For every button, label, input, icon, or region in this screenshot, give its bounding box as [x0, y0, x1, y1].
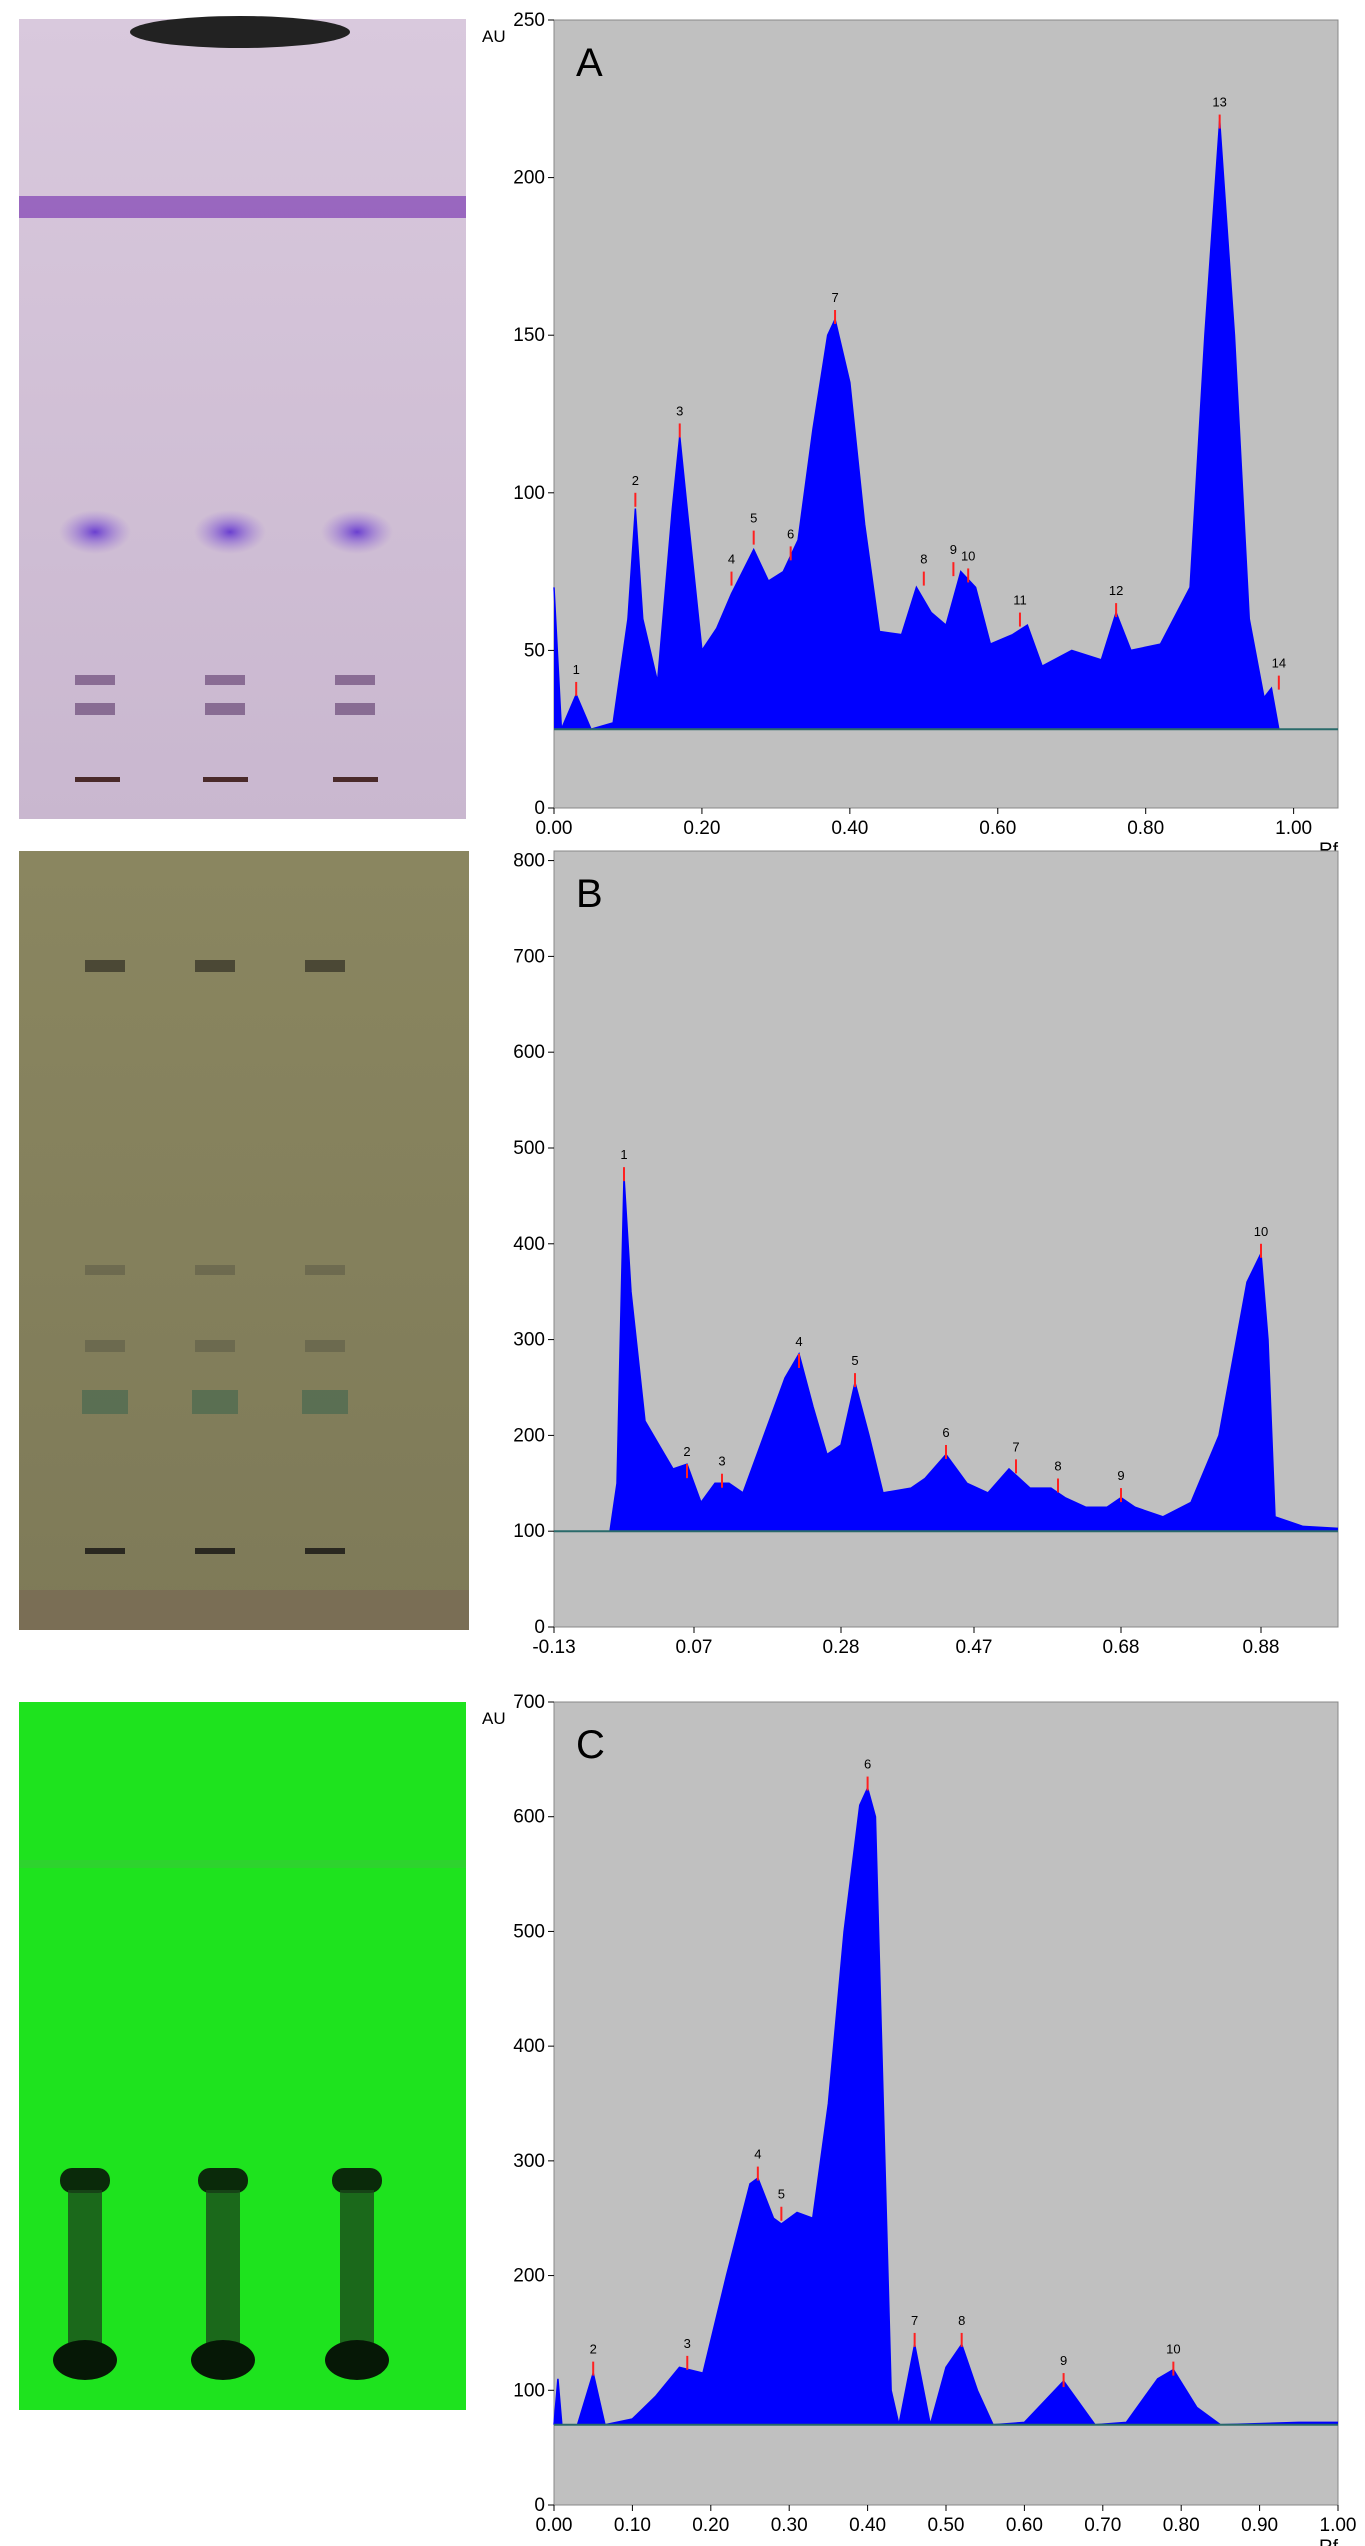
y-axis-label: AU	[482, 27, 506, 46]
panel-title: C	[576, 1723, 605, 1767]
y-tick-label: 100	[513, 483, 545, 504]
plate-c	[19, 1702, 466, 2410]
peak-label: 5	[778, 2187, 785, 2202]
x-tick-label: 0.40	[849, 2515, 886, 2536]
peak-label: 6	[942, 1425, 949, 1440]
x-tick-label: 1.00	[1275, 818, 1312, 839]
peak-label: 8	[920, 552, 927, 567]
peak-label: 3	[684, 2336, 691, 2351]
x-tick-label: 0.70	[1084, 2515, 1121, 2536]
y-tick-label: 800	[513, 851, 545, 872]
y-tick-label: 200	[513, 2266, 545, 2287]
peak-label: 4	[728, 552, 735, 567]
y-tick-label: 500	[513, 1138, 545, 1159]
peak-label: 8	[958, 2313, 965, 2328]
x-tick-label: 1.00	[1320, 2515, 1357, 2536]
peak-label: 10	[961, 548, 975, 563]
peak-label: 4	[754, 2147, 761, 2162]
panel-title: B	[576, 872, 603, 916]
plate-a	[19, 16, 466, 819]
scan-curve	[553, 120, 1338, 731]
y-tick-label: 200	[513, 168, 545, 189]
y-tick-label: 100	[513, 2380, 545, 2401]
peak-label: 13	[1212, 95, 1226, 110]
y-tick-label: 50	[524, 640, 545, 661]
peak-label: 2	[590, 2342, 597, 2357]
peak-label: 7	[1012, 1439, 1019, 1454]
peak-label: 6	[864, 1757, 871, 1772]
x-tick-label: 0.50	[928, 2515, 965, 2536]
y-tick-label: 400	[513, 2036, 545, 2057]
x-tick-label: 0.60	[979, 818, 1016, 839]
peak-label: 14	[1272, 656, 1286, 671]
x-tick-label: 0.40	[831, 818, 868, 839]
x-tick-label: 0.30	[771, 2515, 808, 2536]
peak-label: 5	[851, 1353, 858, 1368]
x-tick-label: 0.60	[1006, 2515, 1043, 2536]
peak-label: 9	[1117, 1468, 1124, 1483]
x-tick-label: -0.13	[532, 1637, 575, 1658]
peak-label: 6	[787, 526, 794, 541]
peak-label: 1	[573, 662, 580, 677]
scan-curve	[554, 1176, 1339, 1532]
y-tick-label: 500	[513, 1921, 545, 1942]
x-tick-label: 0.90	[1241, 2515, 1278, 2536]
peak-label: 10	[1166, 2342, 1180, 2357]
x-tick-label: 0.28	[823, 1637, 860, 1658]
peak-label: 5	[750, 511, 757, 526]
x-tick-label: 0.10	[614, 2515, 651, 2536]
peak-label: 10	[1254, 1224, 1268, 1239]
y-tick-label: 700	[513, 946, 545, 967]
y-tick-label: 250	[513, 10, 545, 31]
panel-title: A	[576, 41, 603, 85]
peak-area	[554, 120, 1338, 730]
x-tick-label: 0.00	[536, 2515, 573, 2536]
y-tick-label: 150	[513, 325, 545, 346]
peak-label: 9	[950, 542, 957, 557]
y-tick-label: 600	[513, 1807, 545, 1828]
peak-label: 2	[683, 1444, 690, 1459]
y-tick-label: 100	[513, 1521, 545, 1542]
peak-area	[554, 1176, 1338, 1532]
y-axis-label: AU	[482, 1709, 506, 1728]
y-tick-label: 300	[513, 2151, 545, 2172]
x-tick-label: 0.00	[536, 818, 573, 839]
x-tick-label: 0.20	[692, 2515, 729, 2536]
y-tick-label: 700	[513, 1692, 545, 1713]
peak-label: 3	[676, 403, 683, 418]
peak-label: 3	[718, 1454, 725, 1469]
peak-label: 4	[795, 1334, 802, 1349]
y-tick-label: 0	[534, 798, 545, 819]
peak-label: 11	[1013, 593, 1027, 608]
x-tick-label: 0.20	[683, 818, 720, 839]
peak-area	[554, 1788, 1338, 2425]
x-tick-label: 0.80	[1163, 2515, 1200, 2536]
x-tick-label: 0.80	[1127, 818, 1164, 839]
y-tick-label: 0	[534, 2495, 545, 2516]
x-tick-label: 0.07	[676, 1637, 713, 1658]
y-tick-label: 400	[513, 1234, 545, 1255]
peak-label: 8	[1054, 1459, 1061, 1474]
plate-b	[19, 851, 469, 1630]
peak-label: 1	[620, 1147, 627, 1162]
peak-label: 2	[632, 473, 639, 488]
y-tick-label: 600	[513, 1042, 545, 1063]
y-tick-label: 0	[534, 1617, 545, 1638]
peak-label: 9	[1060, 2353, 1067, 2368]
y-tick-label: 300	[513, 1330, 545, 1351]
x-axis-label: Rf	[1319, 2537, 1339, 2546]
peak-label: 12	[1109, 583, 1123, 598]
x-tick-label: 0.47	[956, 1637, 993, 1658]
y-tick-label: 200	[513, 1425, 545, 1446]
peak-label: 7	[831, 290, 838, 305]
peak-label: 7	[911, 2313, 918, 2328]
x-tick-label: 0.88	[1243, 1637, 1280, 1658]
x-tick-label: 0.68	[1103, 1637, 1140, 1658]
